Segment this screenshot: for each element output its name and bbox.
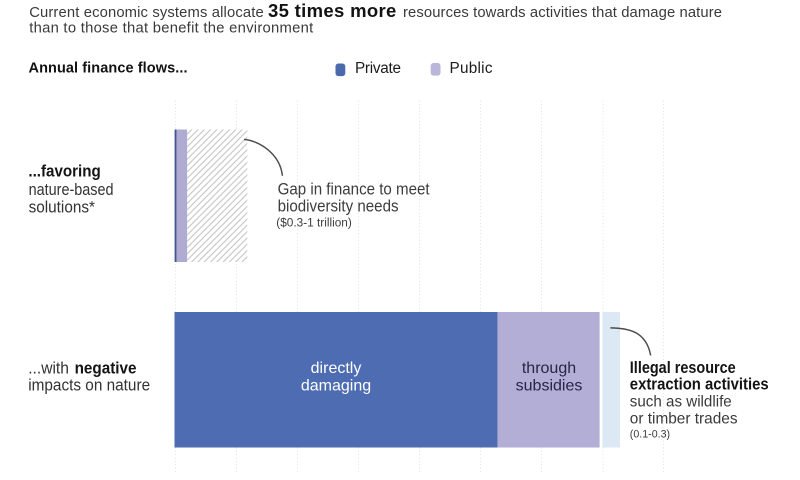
svg-text:impacts on nature: impacts on nature (28, 377, 150, 395)
svg-text:through: through (522, 360, 576, 377)
svg-text:Annual finance flows...: Annual finance flows... (29, 61, 188, 77)
svg-text:(0.1-0.3): (0.1-0.3) (630, 428, 670, 440)
svg-text:subsidies: subsidies (516, 377, 583, 394)
svg-text:Illegal resource: Illegal resource (630, 359, 736, 377)
svg-text:...favoring: ...favoring (28, 163, 100, 181)
svg-text:Private: Private (355, 60, 401, 77)
svg-text:biodiversity needs: biodiversity needs (278, 197, 399, 216)
svg-text:such as wildlife: such as wildlife (630, 393, 732, 410)
svg-text:or timber trades: or timber trades (630, 410, 738, 427)
svg-text:Gap in finance to meet: Gap in finance to meet (278, 180, 431, 199)
svg-text:damaging: damaging (301, 377, 371, 394)
svg-text:35 times more: 35 times more (268, 0, 396, 21)
svg-text:Public: Public (450, 60, 493, 77)
svg-text:solutions*: solutions* (29, 199, 95, 217)
svg-text:than to those that benefit the: than to those that benefit the environme… (29, 21, 313, 37)
svg-text:negative: negative (75, 360, 137, 378)
svg-text:Current economic systems alloc: Current economic systems allocate (29, 5, 264, 21)
svg-text:directly: directly (311, 360, 362, 377)
svg-text:($0.3-1 trillion): ($0.3-1 trillion) (276, 215, 352, 229)
svg-text:...with: ...with (28, 359, 69, 378)
svg-text:extraction activities: extraction activities (630, 376, 769, 394)
svg-text:resources towards activities t: resources towards activities that damage… (403, 5, 722, 21)
svg-text:nature-based: nature-based (29, 181, 114, 199)
